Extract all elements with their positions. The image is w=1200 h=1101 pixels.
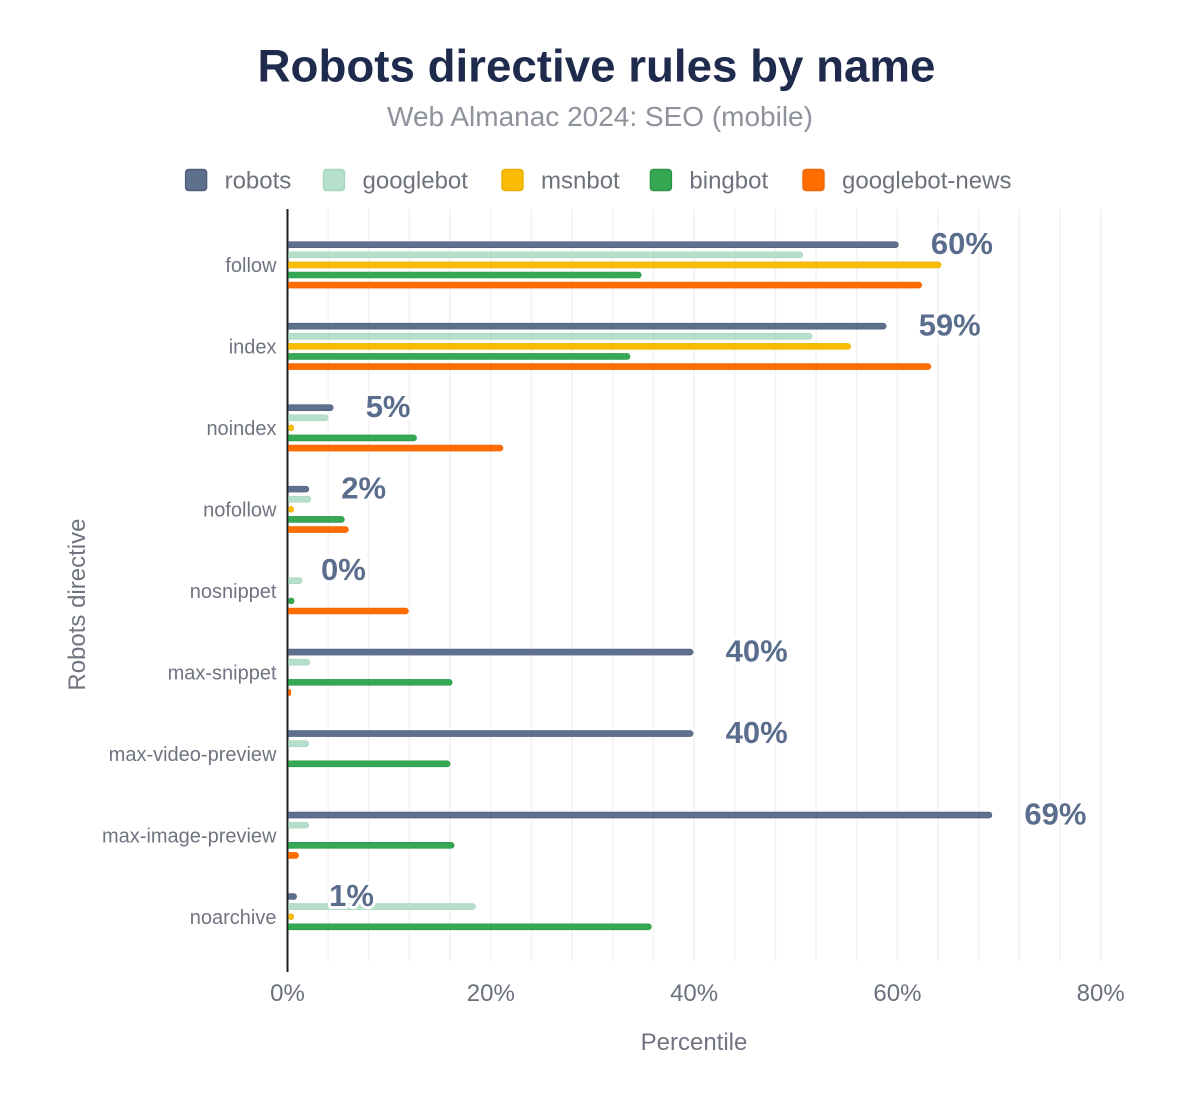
svg-text:max-image-preview: max-image-preview: [102, 825, 277, 847]
svg-text:Robots directive rules by name: Robots directive rules by name: [258, 41, 936, 92]
svg-text:index: index: [229, 337, 277, 359]
svg-text:noarchive: noarchive: [190, 907, 277, 929]
svg-text:Web Almanac 2024: SEO (mobile): Web Almanac 2024: SEO (mobile): [387, 101, 813, 132]
svg-text:69%: 69%: [1024, 796, 1086, 831]
svg-text:Robots directive: Robots directive: [64, 519, 91, 691]
svg-text:5%: 5%: [366, 389, 411, 424]
svg-text:40%: 40%: [726, 634, 788, 669]
svg-text:robots: robots: [225, 168, 292, 195]
svg-text:60%: 60%: [931, 226, 993, 261]
svg-text:40%: 40%: [726, 715, 788, 750]
svg-text:2%: 2%: [341, 471, 386, 506]
svg-text:nofollow: nofollow: [203, 500, 277, 522]
svg-text:80%: 80%: [1077, 980, 1125, 1007]
svg-text:bingbot: bingbot: [689, 168, 768, 195]
svg-text:noindex: noindex: [206, 418, 276, 440]
svg-text:60%: 60%: [873, 980, 921, 1007]
svg-text:0%: 0%: [270, 980, 305, 1007]
svg-text:max-snippet: max-snippet: [168, 663, 277, 685]
svg-text:follow: follow: [225, 255, 277, 277]
svg-text:nosnippet: nosnippet: [190, 581, 277, 603]
svg-text:0%: 0%: [321, 552, 366, 587]
svg-text:msnbot: msnbot: [541, 168, 620, 195]
svg-text:59%: 59%: [919, 308, 981, 343]
svg-text:max-video-preview: max-video-preview: [109, 744, 277, 766]
svg-text:googlebot: googlebot: [363, 168, 469, 195]
svg-text:googlebot-news: googlebot-news: [842, 168, 1011, 195]
svg-text:Percentile: Percentile: [641, 1029, 748, 1056]
svg-text:40%: 40%: [670, 980, 718, 1007]
svg-text:1%: 1%: [329, 878, 374, 913]
svg-text:20%: 20%: [467, 980, 515, 1007]
